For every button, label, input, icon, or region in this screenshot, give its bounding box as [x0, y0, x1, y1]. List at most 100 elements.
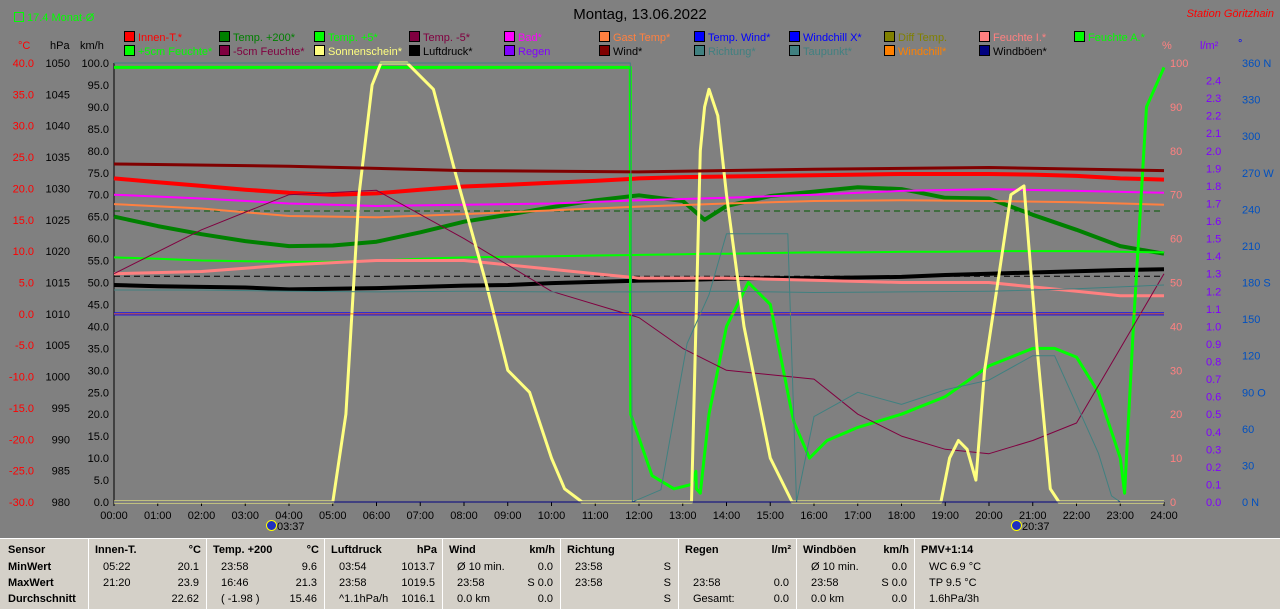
speed-tick-label: 20.0: [88, 409, 109, 421]
rain-tick-label: 0.5: [1206, 409, 1221, 421]
legend-label: Luftdruck*: [423, 46, 473, 58]
stats-richtung-block: Richtung 23:58 S 23:58 S S: [560, 539, 679, 609]
chart-title: Montag, 13.06.2022: [573, 6, 707, 23]
stats-cell-label: 23:58: [457, 577, 485, 589]
legend-item: Windböen*: [979, 45, 1047, 58]
sun-moon-icon: [1011, 520, 1022, 531]
legend-item: Temp. +5*: [314, 31, 378, 44]
rain-tick-label: 0.7: [1206, 374, 1221, 386]
pressure-tick-label: 980: [52, 497, 70, 509]
direction-tick-label: 180 S: [1242, 278, 1271, 290]
stats-block-unit: km/h: [883, 544, 909, 556]
pressure-tick-label: 1025: [46, 215, 70, 227]
temp-tick-label: -20.0: [9, 434, 34, 446]
temp-tick-label: 10.0: [13, 246, 34, 258]
percent-tick-label: 30: [1170, 365, 1182, 377]
rain-tick-label: 0.6: [1206, 392, 1221, 404]
series-line: [113, 250, 1165, 263]
legend-item: Wind*: [599, 45, 642, 58]
x-tick-label: 14:00: [713, 510, 741, 522]
legend-label: Feuchte I.*: [993, 32, 1047, 44]
legend-label: Gast Temp*: [613, 32, 671, 44]
legend-label: Feuchte A.*: [1088, 32, 1145, 44]
stats-cell-value: 0.0: [891, 593, 907, 605]
stats-cell-label: 21:20: [103, 577, 131, 589]
stats-cell-label: 0.0 km: [811, 593, 845, 605]
pressure-tick-label: 1020: [46, 246, 70, 258]
stats-luftdruck-block: Luftdruck hPa 03:54 1013.7 23:58 1019.5 ^1.1hP…: [324, 539, 443, 609]
direction-tick-label: 360 N: [1242, 58, 1271, 70]
x-tick-label: 06:00: [363, 510, 391, 522]
legend-label: Windchill*: [898, 46, 947, 58]
direction-tick-label: 210: [1242, 241, 1260, 253]
direction-tick-label: 300: [1242, 131, 1260, 143]
stats-cell-value: 1016.1: [401, 593, 435, 605]
unit-percent: %: [1162, 40, 1172, 52]
stats-cell-label: 05:22: [103, 561, 131, 573]
pressure-tick-label: 1050: [46, 58, 70, 70]
rain-tick-label: 2.1: [1206, 128, 1221, 140]
temp-tick-label: -25.0: [9, 466, 34, 478]
pressure-tick-label: 1040: [46, 121, 70, 133]
speed-tick-label: 70.0: [88, 190, 109, 202]
series-line: [114, 65, 1166, 495]
percent-tick-label: 80: [1170, 146, 1182, 158]
unit-speed: km/h: [80, 40, 104, 52]
legend-swatch: [1074, 31, 1085, 42]
stats-cell-label: Ø 10 min.: [811, 561, 859, 573]
legend-label: Temp. -5*: [423, 32, 471, 44]
stats-cell-value: 23.9: [177, 577, 199, 589]
stats-cell-label: Gesamt:: [693, 593, 735, 605]
percent-tick-label: 90: [1170, 102, 1182, 114]
legend-label: Diff Temp.: [898, 32, 948, 44]
legend-swatch: [599, 45, 610, 56]
stats-cell-label: 0.0 km: [457, 593, 491, 605]
legend-swatch: [124, 31, 135, 42]
stats-block-title: Regen: [685, 544, 719, 556]
rain-tick-label: 1.5: [1206, 234, 1221, 246]
stats-cell-value: 21.3: [295, 577, 317, 589]
x-tick-label: 03:00: [231, 510, 259, 522]
x-tick-label: 23:00: [1106, 510, 1134, 522]
direction-tick-label: 0 N: [1242, 497, 1259, 509]
unit-rain: l/m²: [1200, 40, 1219, 52]
legend-swatch: [409, 31, 420, 42]
legend-label: Temp. +200*: [233, 32, 296, 44]
legend-item: -5cm Feuchte*: [219, 45, 305, 58]
stats-cell-value: 1019.5: [401, 577, 435, 589]
legend-label: Sonnenschein*: [328, 46, 403, 58]
speed-tick-label: 0.0: [94, 497, 109, 509]
legend-swatch: [314, 31, 325, 42]
temp-tick-label: 25.0: [13, 152, 34, 164]
series-line: [113, 267, 1165, 292]
stats-row-label: MinWert: [8, 561, 52, 573]
stats-cell-label: Ø 10 min.: [457, 561, 505, 573]
stats-cell-label: 23:58: [575, 577, 603, 589]
rain-tick-label: 0.2: [1206, 462, 1221, 474]
rain-tick-label: 0.1: [1206, 479, 1221, 491]
stats-cell-value: S: [663, 561, 671, 573]
sunset-time: 20:37: [1022, 521, 1050, 533]
speed-tick-label: 100.0: [81, 58, 109, 70]
direction-tick-label: 330: [1242, 95, 1260, 107]
speed-tick-label: 85.0: [88, 124, 109, 136]
legend-label: Innen-T.*: [138, 32, 183, 44]
series-line: [114, 284, 1165, 293]
temp-tick-label: 0.0: [19, 309, 34, 321]
legend-item: Bad*: [504, 31, 542, 44]
x-tick-label: 08:00: [450, 510, 478, 522]
stats-cell-value: S: [663, 593, 671, 605]
x-tick-label: 15:00: [756, 510, 784, 522]
speed-tick-label: 45.0: [88, 299, 109, 311]
stats-cell-value: 0.0: [773, 593, 789, 605]
stats-cell-value: 1013.7: [401, 561, 435, 573]
stats-block-title: Temp. +200: [213, 544, 273, 556]
legend-label: Temp. +5*: [328, 32, 378, 44]
stats-cell-value: S 0.0: [527, 577, 553, 589]
percent-tick-label: 0: [1170, 497, 1176, 509]
legend-label: -5cm Feuchte*: [233, 46, 305, 58]
stats-pmv-block: PMV+1:14 WC 6.9 °C TP 9.5 °C 1.6hPa/3h: [914, 539, 1280, 609]
speed-tick-label: 25.0: [88, 387, 109, 399]
temp-tick-label: 30.0: [13, 121, 34, 133]
legend-item: Temp. Wind*: [694, 31, 770, 44]
